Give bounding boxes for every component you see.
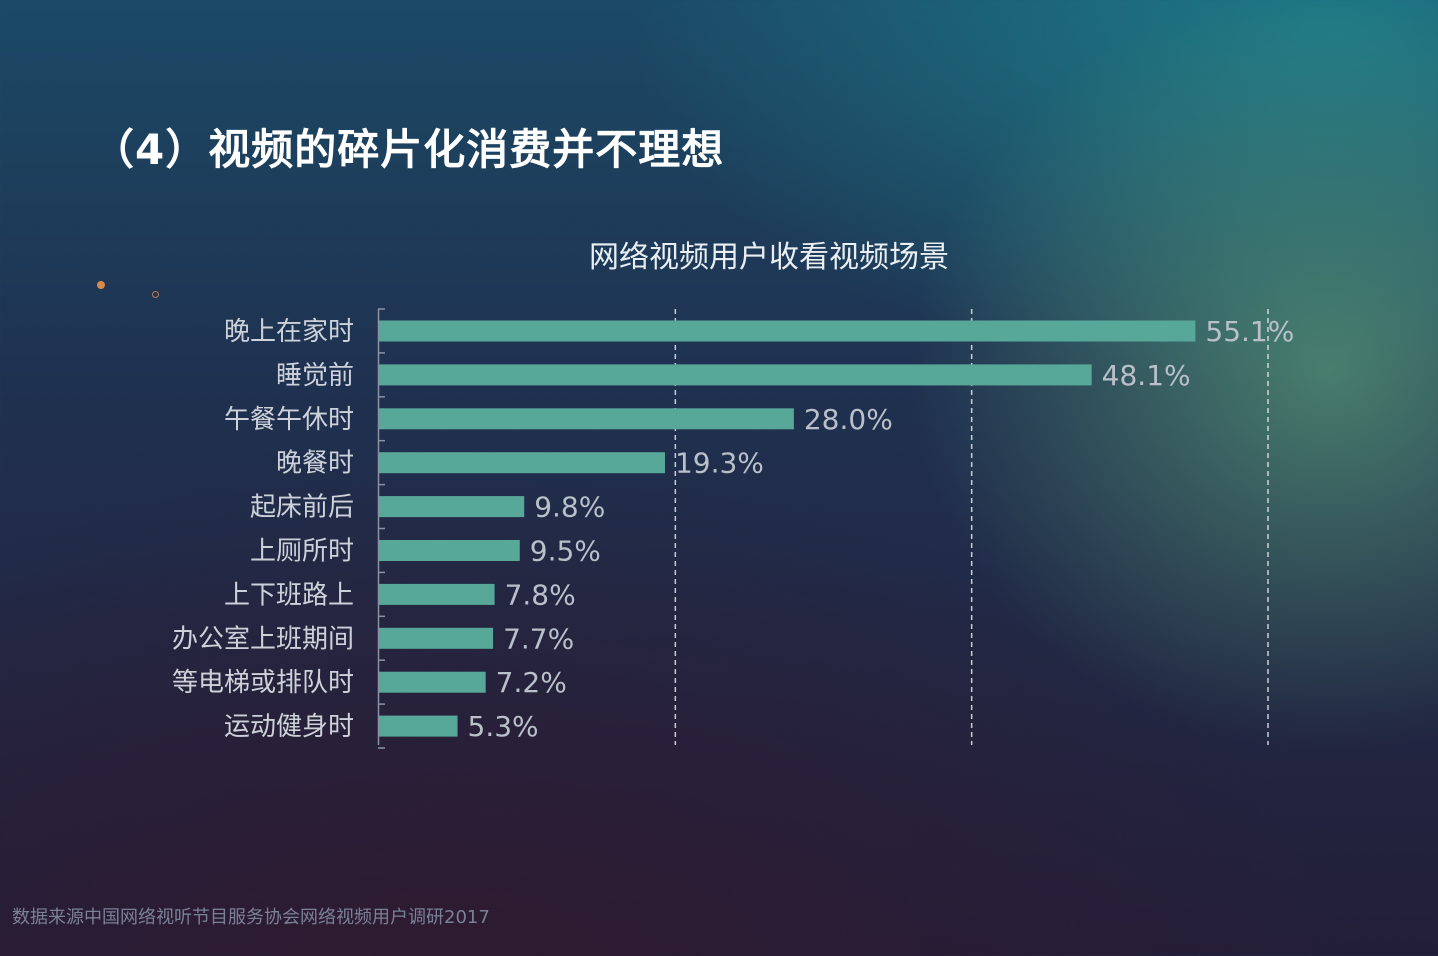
- bar: [379, 540, 520, 561]
- category-label: 睡觉前: [276, 361, 354, 391]
- value-label: 28.0%: [804, 403, 893, 436]
- bar: [379, 408, 794, 430]
- data-source-note: 数据来源中国网络视听节目服务协会网络视频用户调研2017: [12, 907, 490, 928]
- bar: [379, 496, 525, 518]
- value-label: 55.1%: [1205, 315, 1294, 348]
- value-label: 7.8%: [505, 578, 576, 611]
- bar: [379, 320, 1196, 342]
- category-label: 上厕所时: [250, 537, 354, 567]
- value-label: 9.5%: [530, 535, 601, 568]
- value-label: 7.7%: [503, 622, 574, 655]
- slide-title: （4）视频的碎片化消费并不理想: [92, 125, 725, 174]
- category-label: 午餐午休时: [224, 405, 354, 435]
- value-label: 5.3%: [468, 710, 539, 743]
- category-label: 等电梯或排队时: [172, 668, 354, 698]
- bar: [379, 671, 486, 693]
- bar: [379, 627, 494, 649]
- category-label: 起床前后: [250, 493, 354, 523]
- decorative-dot: [97, 281, 105, 289]
- category-label: 上下班路上: [224, 580, 354, 610]
- bar: [379, 452, 665, 474]
- bar: [379, 583, 495, 605]
- category-label: 晚餐时: [276, 449, 354, 479]
- value-label: 7.2%: [496, 666, 567, 699]
- category-label: 运动健身时: [224, 712, 354, 742]
- value-label: 48.1%: [1102, 359, 1191, 392]
- chart-title: 网络视频用户收看视频场景: [589, 240, 949, 275]
- value-label: 9.8%: [534, 491, 605, 524]
- bar: [379, 364, 1092, 386]
- decorative-ring: [152, 291, 159, 298]
- bar: [379, 715, 458, 737]
- value-label: 19.3%: [675, 447, 764, 480]
- category-label: 晚上在家时: [224, 317, 354, 347]
- category-label: 办公室上班期间: [172, 624, 354, 654]
